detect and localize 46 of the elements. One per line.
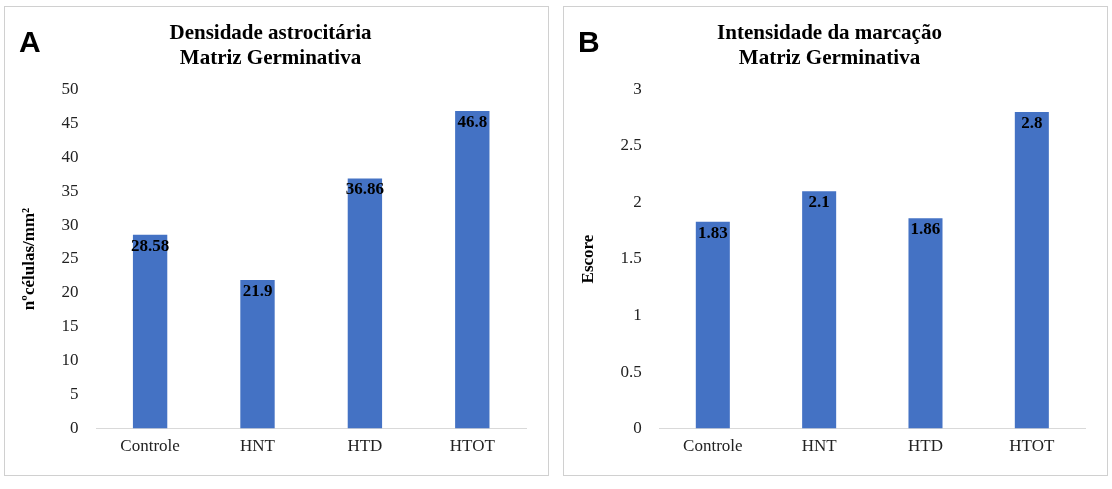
y-tick-label: 0	[69, 418, 79, 438]
y-tick-label: 50	[61, 78, 79, 98]
x-tick-label: HTOT	[1009, 436, 1055, 456]
x-tick-label: HTD	[347, 436, 383, 456]
x-tick-label: Controle	[683, 436, 743, 456]
y-tick-label: 15	[61, 316, 79, 336]
bar	[132, 234, 168, 429]
bar	[695, 221, 730, 429]
data-label: 46.8	[457, 112, 488, 131]
text: A	[19, 25, 41, 59]
bar	[802, 191, 837, 429]
bar	[347, 178, 383, 429]
y-tick-label: 20	[61, 282, 79, 302]
x-tick-label: HNT	[801, 436, 838, 456]
text: B	[578, 25, 600, 59]
y-tick-label: 25	[61, 248, 79, 268]
y-tick-label: 2.5	[620, 135, 642, 155]
data-label: 1.83	[697, 222, 728, 242]
data-label: 1.86	[910, 219, 941, 239]
data-label: 2.8	[1021, 112, 1043, 132]
y-tick-label: 0.5	[620, 361, 642, 381]
x-tick-label: HNT	[240, 436, 276, 456]
x-tick-label: HTOT	[449, 436, 496, 456]
y-tick-label: 5	[69, 384, 79, 404]
data-label: 21.9	[242, 280, 273, 300]
bar	[908, 218, 943, 429]
y-tick-label: 2	[633, 191, 642, 211]
y-tick-label: 35	[61, 180, 79, 200]
y-tick-label: 40	[61, 146, 79, 166]
bar	[240, 280, 275, 429]
y-tick-label: 30	[61, 214, 79, 234]
x-tick-label: HTD	[908, 436, 943, 456]
data-label: 2.1	[808, 192, 830, 212]
y-tick-label: 10	[61, 350, 79, 370]
x-tick-label: Controle	[120, 436, 180, 456]
y-axis-title: nºcélulas/mm²	[18, 207, 38, 311]
y-tick-label: 45	[61, 112, 79, 132]
bar	[1014, 112, 1049, 429]
y-tick-label: 0	[633, 418, 642, 438]
y-axis-title: Escore	[577, 234, 597, 284]
y-tick-label: 1	[633, 305, 642, 324]
y-tick-label: 3	[633, 78, 642, 98]
chart-title: Intensidade da marcação Matriz Germinativa	[717, 20, 942, 70]
y-tick-label: 1.5	[620, 248, 642, 268]
bar	[455, 111, 490, 429]
chart-title: Densidade astrocitária Matriz Germinativa	[169, 20, 372, 70]
